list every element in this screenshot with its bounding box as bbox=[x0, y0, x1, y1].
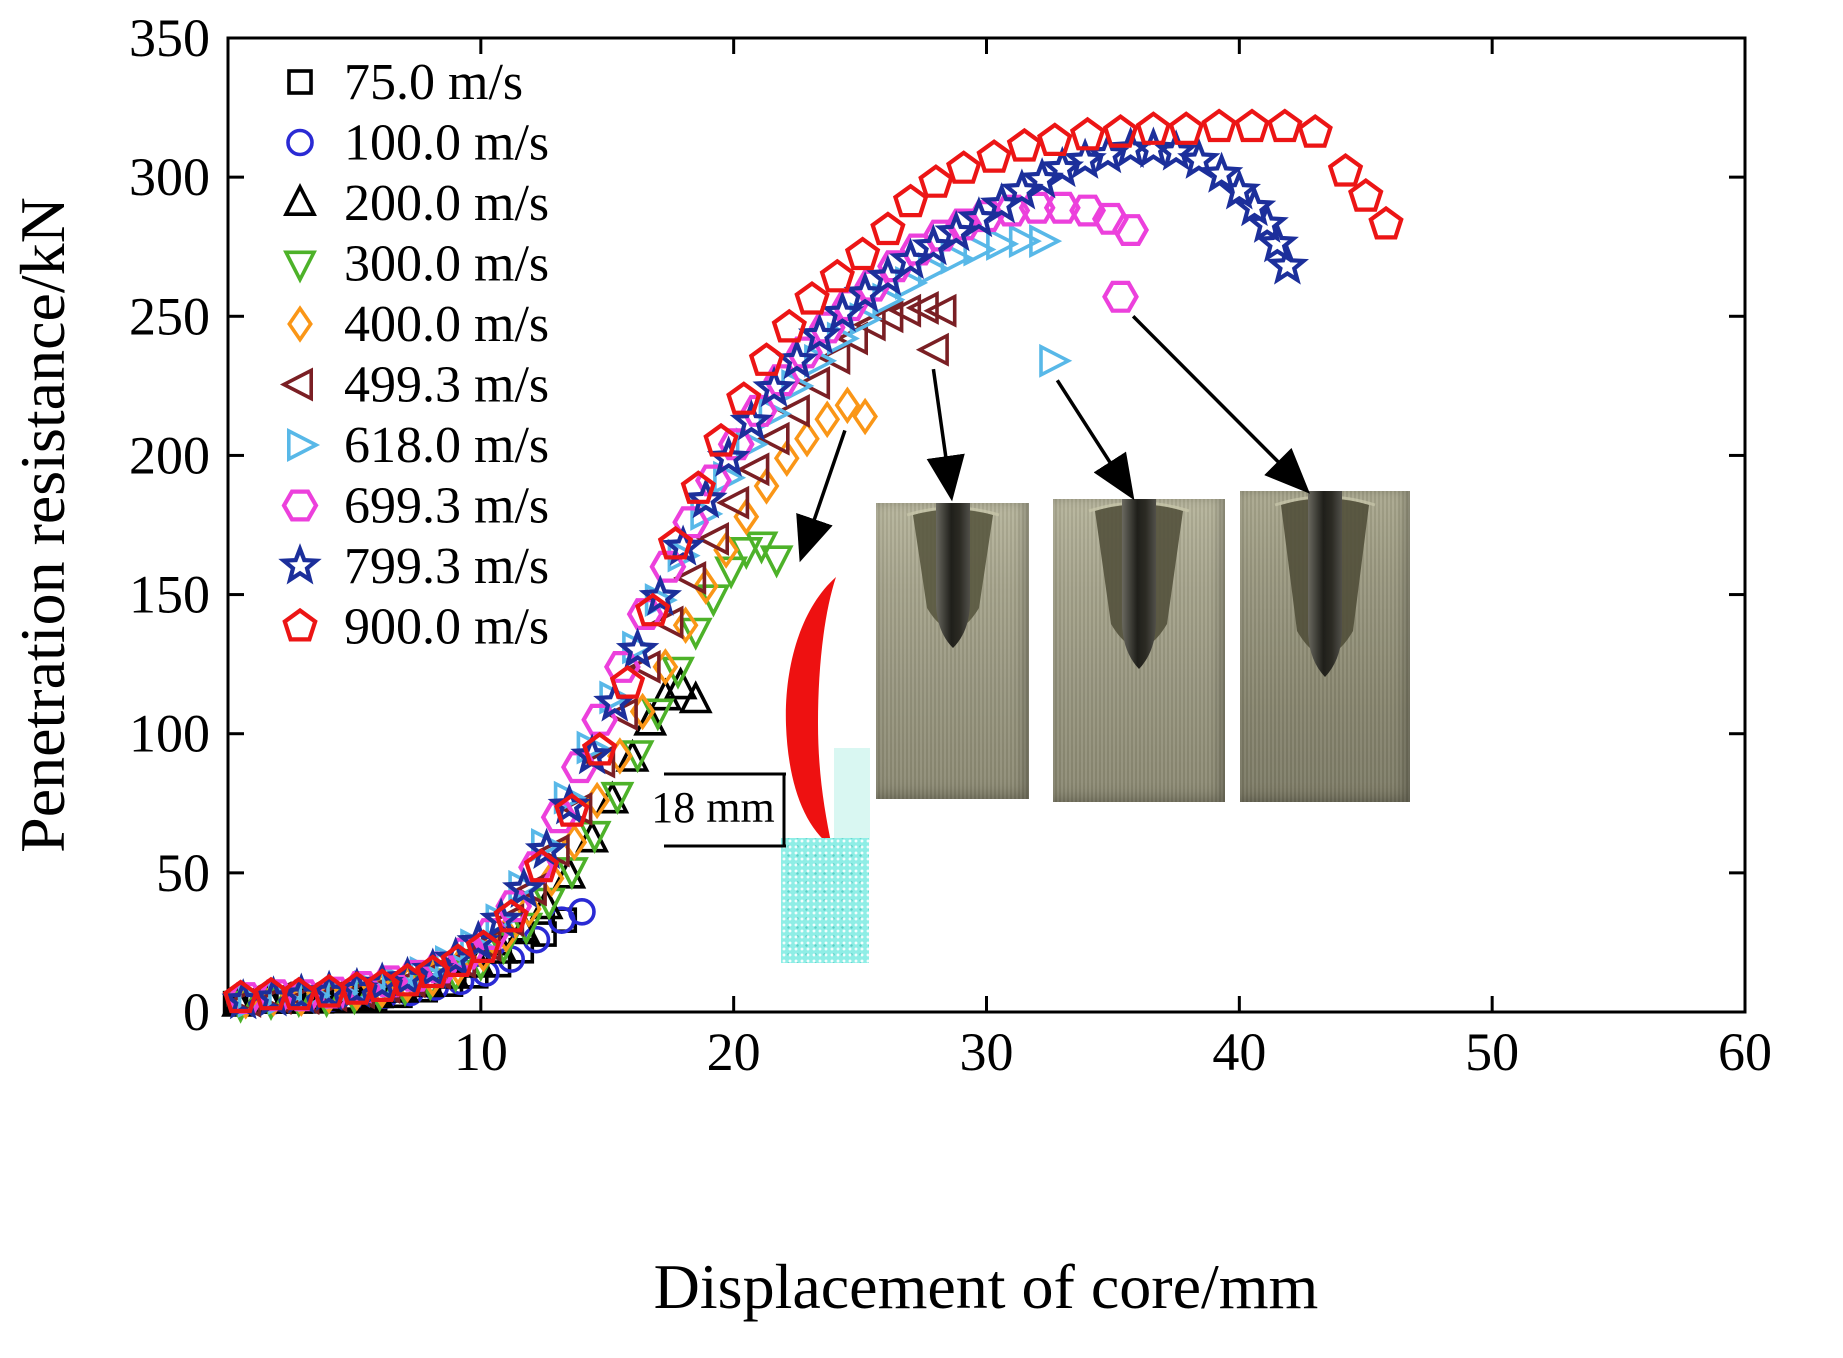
legend-label: 75.0 m/s bbox=[344, 54, 523, 111]
y-tick-label: 0 bbox=[183, 982, 210, 1042]
projectile-shape bbox=[935, 503, 970, 648]
legend-item-900-0-m-s: 900.0 m/s bbox=[282, 599, 549, 656]
y-tick-label: 350 bbox=[129, 8, 210, 68]
legend-marker-square-icon bbox=[287, 69, 313, 95]
legend-marker-triangle-down-icon bbox=[283, 250, 317, 284]
legend-label: 100.0 m/s bbox=[344, 115, 549, 172]
y-axis-label: Penetration resistance/kN bbox=[7, 197, 78, 853]
x-tick-label: 60 bbox=[1718, 1022, 1772, 1082]
legend-marker-star-icon bbox=[278, 543, 322, 585]
legend-marker-triangle-up-icon bbox=[283, 182, 317, 216]
x-tick-label: 40 bbox=[1212, 1022, 1266, 1082]
legend-label: 499.3 m/s bbox=[344, 357, 549, 414]
simulation-target-block bbox=[781, 838, 869, 963]
legend-item-618-0-m-s: 618.0 m/s bbox=[286, 417, 549, 474]
legend-marker-pentagon-icon bbox=[282, 607, 318, 642]
y-tick-label: 100 bbox=[129, 704, 210, 764]
legend-item-75-0-m-s: 75.0 m/s bbox=[287, 54, 523, 111]
legend-marker-circle-icon bbox=[286, 128, 314, 157]
x-tick-label: 50 bbox=[1465, 1022, 1519, 1082]
legend-label: 900.0 m/s bbox=[344, 599, 549, 656]
legend-label: 300.0 m/s bbox=[344, 236, 549, 293]
penetration-photo-3 bbox=[1240, 491, 1410, 802]
series-900-0-m-s bbox=[222, 108, 1404, 1014]
legend-marker-triangle-left-icon bbox=[279, 367, 314, 402]
legend-item-100-0-m-s: 100.0 m/s bbox=[286, 115, 549, 172]
legend-label: 699.3 m/s bbox=[344, 478, 549, 535]
x-tick-label: 30 bbox=[960, 1022, 1014, 1082]
legend-item-200-0-m-s: 200.0 m/s bbox=[283, 175, 549, 232]
y-tick-label: 150 bbox=[129, 565, 210, 625]
legend-item-499-3-m-s: 499.3 m/s bbox=[279, 357, 549, 414]
penetration-photo-2 bbox=[1053, 499, 1225, 802]
y-tick-label: 50 bbox=[156, 843, 210, 903]
axis-ticks: 10 20 30 40 50 60 0 50 100 150 200 250 300 350 bbox=[129, 8, 1772, 1082]
legend-item-799-3-m-s: 799.3 m/s bbox=[278, 538, 549, 595]
dimension-annotation: 18 mm bbox=[651, 783, 775, 832]
x-axis-label: Displacement of core/mm bbox=[654, 1251, 1319, 1322]
legend-label: 400.0 m/s bbox=[344, 296, 549, 353]
legend-item-699-3-m-s: 699.3 m/s bbox=[281, 478, 549, 535]
projectile-shape bbox=[1122, 499, 1156, 669]
y-tick-label: 250 bbox=[129, 286, 210, 346]
simulation-target-surface bbox=[834, 748, 870, 840]
y-tick-label: 300 bbox=[129, 147, 210, 207]
x-tick-label: 20 bbox=[707, 1022, 761, 1082]
legend-marker-diamond-icon bbox=[287, 305, 313, 343]
projectile-shape bbox=[1308, 491, 1342, 677]
legend-label: 799.3 m/s bbox=[344, 538, 549, 595]
x-tick-label: 10 bbox=[454, 1022, 508, 1082]
y-tick-label: 200 bbox=[129, 425, 210, 485]
penetration-photo-1 bbox=[876, 503, 1029, 799]
legend-label: 200.0 m/s bbox=[344, 175, 549, 232]
legend-marker-hexagon-icon bbox=[281, 489, 319, 522]
legend-item-400-0-m-s: 400.0 m/s bbox=[287, 296, 549, 353]
legend-marker-triangle-right-icon bbox=[286, 428, 321, 462]
simulation-core-shape bbox=[785, 577, 836, 847]
legend-label: 618.0 m/s bbox=[344, 417, 549, 474]
legend-item-300-0-m-s: 300.0 m/s bbox=[283, 236, 549, 293]
